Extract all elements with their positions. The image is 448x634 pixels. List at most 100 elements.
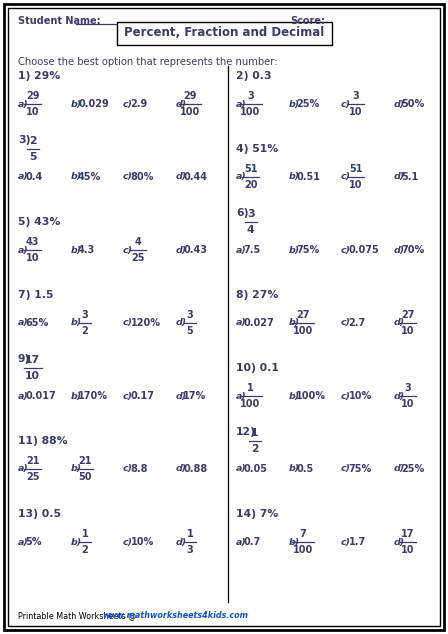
Text: 3: 3 (247, 91, 254, 101)
Text: 2: 2 (251, 444, 258, 454)
Text: Printable Math Worksheets @: Printable Math Worksheets @ (18, 612, 138, 621)
Text: 2) 0.3: 2) 0.3 (236, 71, 271, 81)
Text: 45%: 45% (78, 172, 101, 182)
Text: 27: 27 (401, 310, 415, 320)
Text: 27: 27 (296, 310, 310, 320)
Text: d): d) (176, 245, 187, 254)
Text: 170%: 170% (78, 391, 108, 401)
Text: 100%: 100% (296, 391, 326, 401)
Text: 75%: 75% (296, 245, 319, 255)
Text: b): b) (289, 100, 300, 108)
Text: 100: 100 (241, 399, 261, 409)
Text: 3: 3 (247, 209, 254, 219)
Text: 20: 20 (244, 180, 257, 190)
Text: d): d) (393, 245, 405, 254)
Text: c): c) (123, 100, 133, 108)
Text: a): a) (236, 538, 247, 547)
Text: 0.43: 0.43 (183, 245, 207, 255)
Text: d): d) (393, 318, 405, 328)
Text: a): a) (236, 465, 247, 474)
Text: d): d) (176, 172, 187, 181)
Text: 70%: 70% (401, 245, 424, 255)
Text: 0.17: 0.17 (130, 391, 155, 401)
Text: c): c) (341, 172, 351, 181)
Text: b): b) (70, 392, 82, 401)
Text: 10: 10 (25, 371, 40, 381)
Text: d): d) (176, 392, 187, 401)
Text: a): a) (236, 100, 247, 108)
Text: 0.44: 0.44 (183, 172, 207, 182)
Text: 0.075: 0.075 (349, 245, 379, 255)
Text: 100: 100 (180, 107, 200, 117)
Text: www.mathworksheets4kids.com: www.mathworksheets4kids.com (103, 612, 249, 621)
Text: 51: 51 (349, 164, 362, 174)
Text: b): b) (289, 245, 300, 254)
Text: 10: 10 (349, 180, 362, 190)
Text: c): c) (123, 172, 133, 181)
Text: 10) 0.1: 10) 0.1 (236, 363, 279, 373)
Text: 1: 1 (187, 529, 194, 539)
Text: 75%: 75% (349, 464, 372, 474)
Text: 65%: 65% (26, 318, 49, 328)
Text: c): c) (341, 318, 351, 328)
Text: c): c) (123, 318, 133, 328)
Text: 0.7: 0.7 (244, 537, 261, 547)
Text: b): b) (70, 465, 82, 474)
Text: Student Name:: Student Name: (18, 16, 101, 26)
Text: c): c) (123, 392, 133, 401)
Text: d): d) (393, 392, 405, 401)
Text: a): a) (18, 318, 29, 328)
Text: 10: 10 (26, 107, 39, 117)
Text: b): b) (289, 538, 300, 547)
Text: c): c) (341, 392, 351, 401)
Text: d): d) (176, 465, 187, 474)
Text: d): d) (176, 538, 187, 547)
Text: b): b) (289, 392, 300, 401)
Text: 17: 17 (401, 529, 415, 539)
Text: 1.7: 1.7 (349, 537, 366, 547)
Text: 1: 1 (247, 383, 254, 393)
Text: 4: 4 (134, 237, 141, 247)
Text: 2.9: 2.9 (130, 99, 148, 109)
Text: 4.3: 4.3 (78, 245, 95, 255)
FancyBboxPatch shape (116, 22, 332, 44)
Text: 7.5: 7.5 (244, 245, 261, 255)
Text: 50: 50 (78, 472, 92, 482)
Text: 3): 3) (18, 135, 30, 145)
Text: c): c) (341, 245, 351, 254)
Text: c): c) (123, 245, 133, 254)
Text: b): b) (70, 318, 82, 328)
Text: b): b) (70, 245, 82, 254)
Text: a): a) (18, 465, 29, 474)
Text: 0.017: 0.017 (26, 391, 56, 401)
Text: Percent, Fraction and Decimal: Percent, Fraction and Decimal (124, 27, 324, 39)
Text: c): c) (341, 465, 351, 474)
Text: c): c) (341, 538, 351, 547)
Text: 21: 21 (78, 456, 92, 466)
Text: 13) 0.5: 13) 0.5 (18, 509, 61, 519)
Text: 43: 43 (26, 237, 39, 247)
Text: c): c) (123, 465, 133, 474)
Text: 10%: 10% (349, 391, 372, 401)
Text: 100: 100 (293, 545, 313, 555)
Text: 10%: 10% (130, 537, 154, 547)
Text: 3: 3 (405, 383, 411, 393)
Text: 2: 2 (82, 327, 88, 336)
Text: Score:: Score: (290, 16, 325, 26)
Text: a): a) (18, 538, 29, 547)
Text: 50%: 50% (401, 99, 424, 109)
Text: 2.7: 2.7 (349, 318, 366, 328)
Text: a): a) (18, 172, 29, 181)
Text: 3: 3 (82, 310, 88, 320)
Text: 3: 3 (187, 310, 194, 320)
Text: 4) 51%: 4) 51% (236, 144, 278, 154)
Text: 25%: 25% (296, 99, 319, 109)
Text: 100: 100 (293, 327, 313, 336)
Text: 0.027: 0.027 (244, 318, 274, 328)
Text: 25: 25 (131, 253, 144, 263)
Text: 7: 7 (300, 529, 306, 539)
Text: 6): 6) (236, 208, 249, 218)
Text: 51: 51 (244, 164, 257, 174)
Text: 17: 17 (25, 355, 40, 365)
Text: 29: 29 (183, 91, 197, 101)
